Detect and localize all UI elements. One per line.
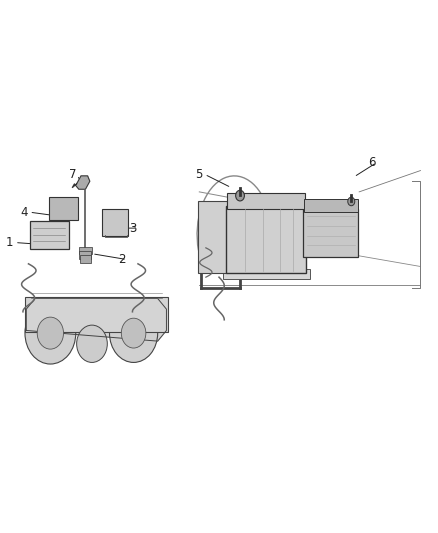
FancyBboxPatch shape (30, 221, 69, 249)
Circle shape (37, 317, 64, 349)
FancyBboxPatch shape (303, 209, 358, 257)
Circle shape (25, 302, 76, 364)
FancyBboxPatch shape (198, 201, 227, 273)
Circle shape (110, 304, 158, 362)
Text: 6: 6 (367, 156, 375, 169)
Circle shape (236, 190, 244, 201)
FancyBboxPatch shape (25, 297, 168, 332)
FancyBboxPatch shape (80, 255, 91, 263)
FancyBboxPatch shape (102, 209, 128, 236)
Polygon shape (26, 298, 166, 341)
FancyBboxPatch shape (226, 206, 306, 273)
Text: 5: 5 (196, 168, 203, 181)
FancyBboxPatch shape (49, 197, 78, 220)
Circle shape (121, 318, 146, 348)
Text: 2: 2 (118, 253, 126, 266)
Text: 7: 7 (68, 168, 76, 181)
FancyBboxPatch shape (304, 199, 358, 212)
FancyBboxPatch shape (79, 247, 92, 254)
Text: 4: 4 (20, 206, 28, 219)
Polygon shape (72, 176, 90, 189)
FancyBboxPatch shape (80, 251, 91, 259)
Circle shape (348, 197, 355, 206)
FancyBboxPatch shape (223, 269, 310, 279)
FancyBboxPatch shape (227, 193, 305, 209)
Circle shape (77, 325, 107, 362)
Text: 1: 1 (6, 236, 14, 249)
Text: 3: 3 (129, 222, 136, 235)
